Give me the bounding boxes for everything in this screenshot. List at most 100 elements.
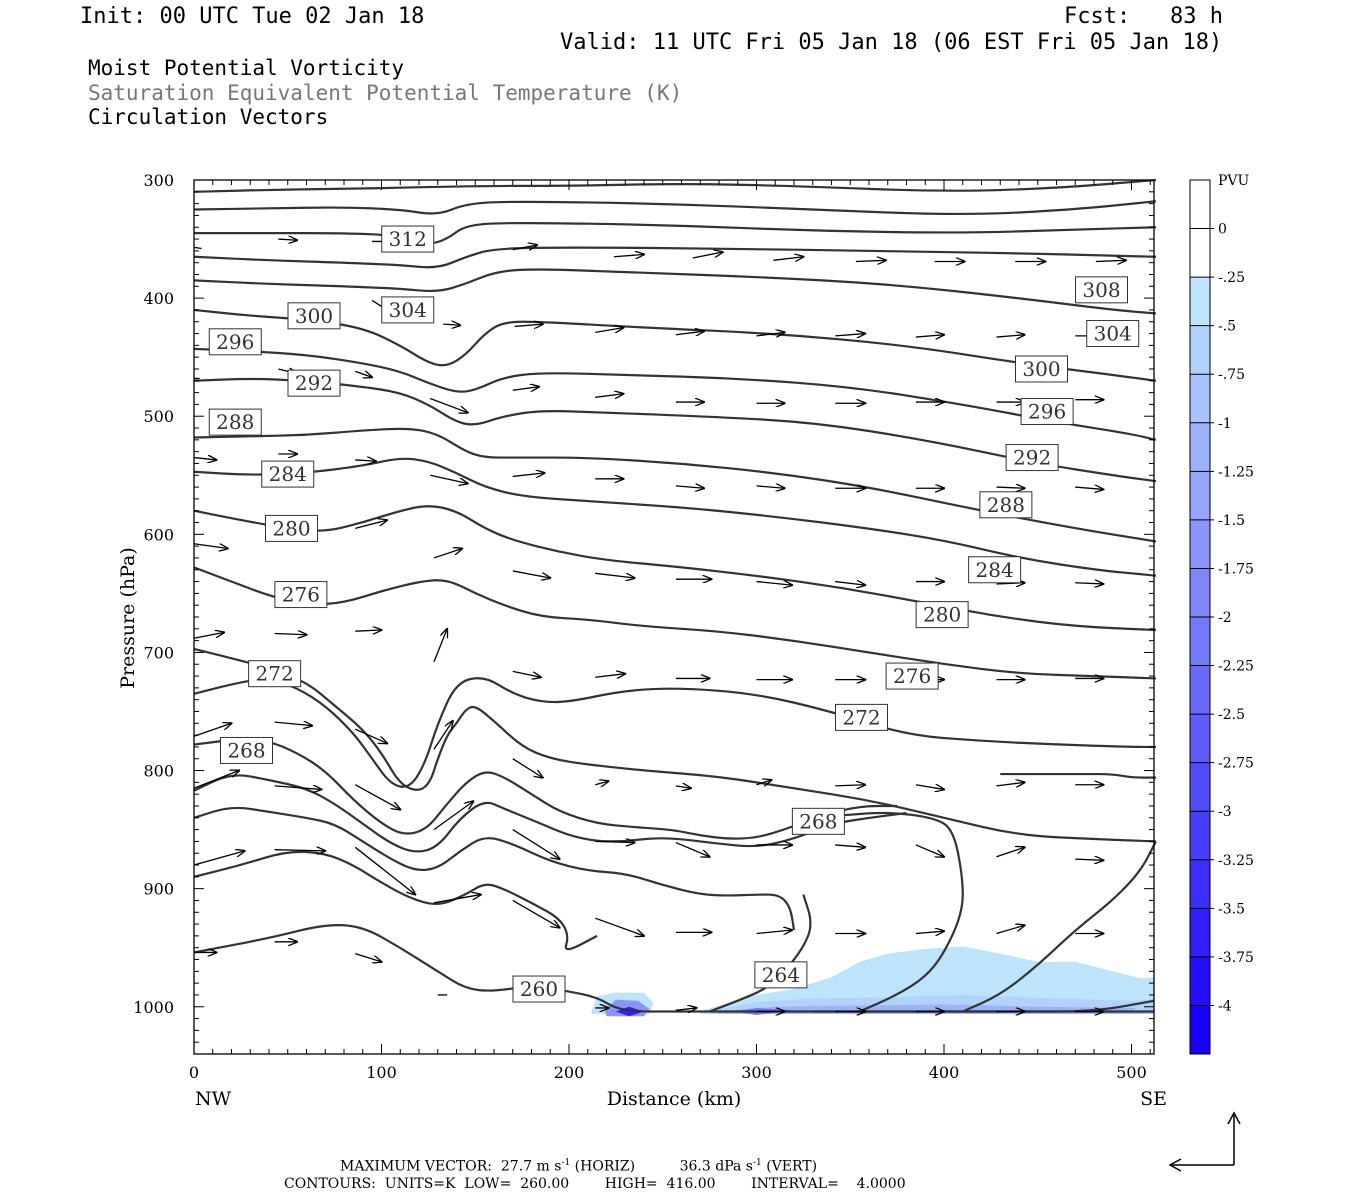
isentrope-320-20 (193, 246, 1156, 269)
isentrope-328-22 (193, 200, 1156, 216)
contour-label-276: 276 (885, 662, 939, 690)
contour-label-304: 304 (1086, 320, 1140, 348)
x-tick-label: 200 (554, 1063, 585, 1082)
vector-70 (274, 722, 313, 726)
vector-43 (996, 487, 1025, 488)
isentrope-332-23 (193, 178, 1156, 193)
y-axis-title: Pressure (hPa) (117, 547, 139, 689)
vector-24 (430, 397, 468, 413)
contour-label-box (1005, 444, 1059, 472)
contour-label-292: 292 (287, 369, 341, 397)
isentrope-324-21 (194, 222, 1156, 245)
colorbar-label: -1.75 (1218, 561, 1254, 577)
contour-label-box (835, 703, 888, 731)
circulation-vectors (193, 239, 1126, 1011)
contour-label-box (265, 514, 318, 542)
vector-25 (512, 387, 539, 391)
x-tick-label: 100 (366, 1063, 397, 1082)
contour-label-box (208, 408, 262, 436)
colorbar-band-1 (1190, 228, 1210, 278)
contour-label-280: 280 (265, 514, 318, 542)
contour-label-268: 268 (791, 807, 845, 835)
vector-33 (193, 458, 217, 460)
vector-97 (512, 899, 560, 927)
contours-info: CONTOURS: UNITS=K LOW= 260.00 HIGH= 416.… (284, 1176, 906, 1192)
vector-107 (355, 952, 381, 962)
contour-label-text: 300 (1022, 357, 1060, 381)
vector-100 (756, 930, 793, 934)
vector-56 (1075, 583, 1103, 584)
isentrope-272-8 (1000, 772, 1156, 779)
init-time: Init: 00 UTC Tue 02 Jan 18 (80, 4, 425, 29)
contour-label-box (287, 369, 341, 397)
contour-label-text: 296 (216, 330, 254, 354)
contour-label-284: 284 (261, 460, 315, 488)
max-vector-line: MAXIMUM VECTOR: 27.7 m s-1 (HORIZ) 36.3 … (340, 1158, 817, 1175)
title-mpv: Moist Potential Vorticity (88, 56, 405, 80)
vector-98 (595, 917, 644, 936)
contour-label-260: 260 (512, 975, 566, 1003)
y-tick-label: 700 (143, 643, 174, 662)
vert-exponent: -1 (752, 1158, 762, 1168)
colorbar-band-0 (1190, 180, 1210, 230)
vector-23 (355, 371, 372, 377)
vector-12 (443, 324, 460, 325)
colorbar-label: -1 (1218, 416, 1232, 432)
isentrope-308-17 (193, 347, 1157, 441)
contour-label-312: 312 (381, 225, 435, 253)
isentrope-296-14 (193, 457, 1156, 577)
horiz-max-value: 27.7 m s (500, 1158, 562, 1175)
vector-52 (756, 582, 793, 586)
contour-label-box (968, 556, 1022, 584)
contour-label-284: 284 (968, 556, 1022, 584)
vector-14 (595, 328, 623, 333)
y-tick-label: 400 (143, 289, 174, 308)
colorbar-label: -.5 (1218, 319, 1236, 335)
contour-label-box (915, 601, 969, 629)
vector-83 (354, 784, 400, 810)
contour-label-288: 288 (208, 408, 262, 436)
pvu-colorbar: 0 -.25 -.5 -.75 -1 -1.25 -1.5 -1.75 -2 -2.25 -2.5 -… (1189, 179, 1254, 1055)
colorbar-band-17 (1190, 1005, 1210, 1055)
contour-label-box (791, 807, 845, 835)
vector-39 (675, 486, 704, 488)
title-circulation: Circulation Vectors (88, 105, 329, 129)
contour-label-box (208, 328, 262, 356)
contour-label-box (1020, 397, 1074, 425)
colorbar-band-16 (1190, 956, 1210, 1006)
vector-45 (193, 543, 228, 549)
x-axis-title: Distance (km) (607, 1088, 742, 1110)
contour-label-box (1075, 276, 1128, 304)
vector-79 (996, 782, 1025, 786)
vector-92 (1075, 859, 1103, 860)
valid-time: Valid: 11 UTC Fri 05 Jan 18 (06 EST Fri … (560, 30, 1223, 55)
vector-26 (595, 394, 623, 398)
colorbar-label: -3 (1218, 804, 1232, 820)
contour-label-box (512, 975, 566, 1003)
contour-label-text: 304 (1094, 322, 1132, 346)
colorbar-band-12 (1190, 762, 1210, 812)
vector-57 (193, 632, 224, 639)
vector-58 (274, 634, 307, 635)
contour-label-box (1015, 355, 1068, 383)
contour-label-box (248, 660, 302, 688)
forecast-hour: Fcst: 83 h (1064, 4, 1223, 29)
contour-label-text: 280 (272, 516, 310, 540)
vector-69 (193, 723, 232, 737)
colorbar-label: -4 (1218, 998, 1232, 1014)
y-tick-label: 300 (143, 171, 174, 190)
contour-label-text: 292 (295, 371, 333, 395)
colorbar-label: -1.5 (1218, 513, 1245, 529)
y-tick-label: 600 (143, 525, 174, 544)
contour-label-box (287, 302, 341, 330)
vector-0 (193, 246, 202, 250)
vector-35 (355, 460, 376, 461)
vector-10 (1095, 260, 1126, 261)
contour-label-text: 296 (1028, 399, 1066, 423)
vector-87 (675, 841, 710, 857)
reference-vector-icon (1168, 1111, 1241, 1172)
vector-91 (996, 847, 1025, 858)
vector-89 (835, 845, 865, 847)
x-end-label-right: SE (1140, 1088, 1167, 1110)
x-end-label-left: NW (195, 1088, 232, 1110)
